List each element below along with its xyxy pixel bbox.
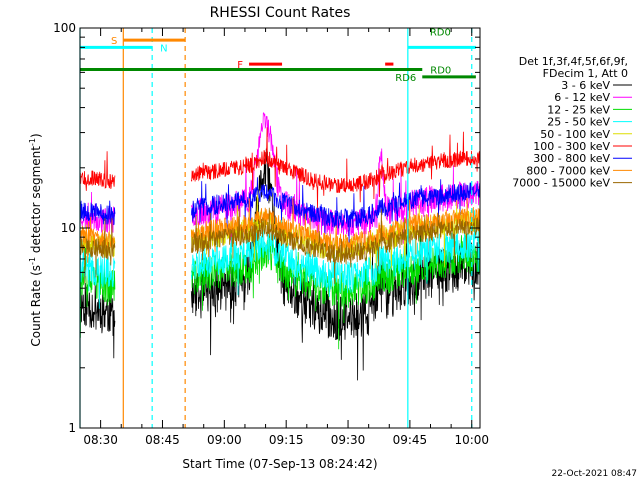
legend-label-8: 7000 - 15000 keV — [512, 177, 610, 190]
chart-title: RHESSI Count Rates — [210, 5, 351, 21]
x-tick-label-4: 09:30 — [331, 433, 366, 447]
y-axis-label-sup2: -1 — [28, 138, 37, 146]
series-line-8-segment-0 — [80, 218, 116, 284]
x-tick-label-5: 09:45 — [393, 433, 428, 447]
series-line-5-segment-0 — [80, 151, 116, 191]
axes: 1 10 100 08:30 08:45 09:00 09:15 09:30 09:45 10:0… — [53, 21, 489, 447]
flag-label-1: N — [160, 43, 167, 54]
flag-label-4: RD0 — [430, 27, 451, 38]
x-tick-label-6: 10:00 — [454, 433, 489, 447]
x-tick-label-3: 09:15 — [269, 433, 304, 447]
legend-label-5: 100 - 300 keV — [533, 140, 610, 153]
x-tick-label-1: 08:45 — [145, 433, 180, 447]
y-axis-label: Count Rate (s-1 detector segment-1) — [28, 133, 43, 346]
series-line-3-segment-0 — [80, 230, 116, 309]
legend-label-2: 12 - 25 keV — [547, 103, 610, 116]
legend-header-line2: FDecim 1, Att 0 — [543, 67, 628, 80]
legend-label-4: 50 - 100 keV — [540, 128, 610, 141]
y-axis-label-part1: Count Rate (s — [29, 265, 43, 347]
flag-label-2: F — [237, 60, 243, 71]
y-axis-label-part2: detector segment — [29, 146, 43, 257]
legend: Det 1f,3f,4f,5f,6f,9f, FDecim 1, Att 0 3… — [512, 55, 632, 190]
footer-timestamp: 22-Oct-2021 08:47 — [552, 469, 637, 479]
y-axis-label-sup1: -1 — [28, 257, 37, 265]
legend-label-6: 300 - 800 keV — [533, 152, 610, 165]
series-line-6-segment-1 — [190, 177, 480, 244]
series-line-8-segment-1 — [190, 207, 480, 284]
series-line-3-segment-1 — [190, 210, 480, 297]
legend-header-line1: Det 1f,3f,4f,5f,6f,9f, — [519, 55, 628, 68]
y-tick-label-1: 10 — [61, 221, 76, 235]
series-line-0-segment-1 — [190, 148, 480, 381]
x-axis-label: Start Time (07-Sep-13 08:24:42) — [182, 457, 377, 471]
series-line-6-segment-0 — [80, 200, 116, 226]
series-line-5-segment-1 — [190, 127, 480, 210]
series-line-7-segment-0 — [80, 216, 116, 263]
legend-label-3: 25 - 50 keV — [547, 116, 610, 129]
flag-label-6: RD6 — [395, 73, 416, 84]
series-traces — [80, 112, 480, 381]
flag-bars: S N F RD0 RD6 RD0 — [80, 27, 476, 84]
series-line-2-segment-1 — [190, 215, 480, 350]
y-tick-label-0: 1 — [68, 421, 76, 435]
x-tick-label-2: 09:00 — [207, 433, 242, 447]
y-axis-label-part3: ) — [29, 133, 43, 138]
flag-label-0: S — [111, 36, 117, 47]
x-tick-label-0: 08:30 — [83, 433, 118, 447]
series-line-0-segment-0 — [80, 282, 116, 359]
flag-label-5: RD0 — [430, 66, 451, 77]
y-tick-label-2: 100 — [53, 21, 76, 35]
legend-label-1: 6 - 12 keV — [554, 91, 610, 104]
legend-label-0: 3 - 6 keV — [561, 79, 610, 92]
legend-label-7: 800 - 7000 keV — [526, 164, 610, 177]
